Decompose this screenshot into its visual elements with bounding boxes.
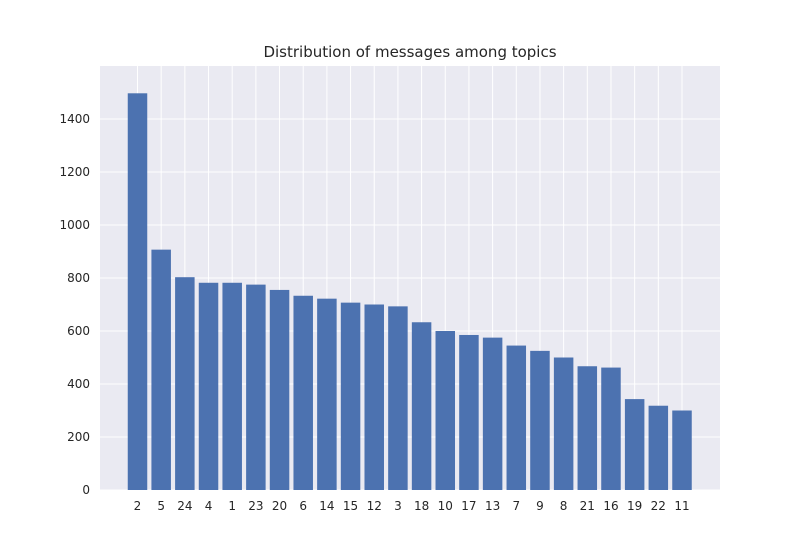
y-tick-label: 800 (67, 271, 90, 285)
bar-topic-19 (624, 399, 645, 490)
y-tick-label: 1400 (59, 112, 90, 126)
bar-topic-13 (482, 337, 503, 490)
x-tick-label: 8 (560, 499, 568, 513)
x-tick-label: 23 (248, 499, 263, 513)
bar-topic-21 (577, 366, 598, 490)
x-tick-label: 1 (228, 499, 236, 513)
x-tick-label: 6 (299, 499, 307, 513)
x-tick-label: 2 (134, 499, 142, 513)
bar-topic-16 (601, 367, 621, 490)
x-tick-label: 15 (343, 499, 358, 513)
bar-topic-2 (127, 93, 148, 491)
bar-topic-14 (317, 298, 337, 490)
chart-title: Distribution of messages among topics (263, 43, 556, 61)
x-tick-label: 16 (603, 499, 618, 513)
y-tick-label: 0 (82, 483, 90, 497)
x-tick-label: 21 (580, 499, 595, 513)
bar-topic-4 (198, 282, 219, 490)
x-tick-label: 9 (536, 499, 544, 513)
bar-topic-5 (151, 249, 171, 490)
y-tick-label: 600 (67, 324, 90, 338)
bars (127, 93, 692, 491)
x-tick-label: 12 (367, 499, 382, 513)
bar-topic-11 (672, 410, 692, 490)
x-axis-ticks: 2 5 24 4 1 23 20 6 14 15 12 3 18 10 17 13 7 9 8 21 16 19 22 11 (134, 499, 690, 513)
x-tick-label: 4 (205, 499, 213, 513)
bar-topic-1 (222, 282, 242, 490)
x-tick-label: 24 (177, 499, 192, 513)
bar-topic-8 (553, 357, 574, 490)
bar-topic-10 (435, 331, 456, 490)
bar-topic-7 (506, 345, 527, 490)
x-tick-label: 13 (485, 499, 500, 513)
bar-topic-12 (364, 304, 384, 490)
x-tick-label: 10 (438, 499, 453, 513)
y-axis-ticks: 0 200 400 600 800 1000 1200 1400 (59, 112, 90, 497)
x-tick-label: 7 (512, 499, 520, 513)
bar-topic-20 (269, 289, 290, 490)
bar-topic-3 (388, 306, 408, 490)
y-tick-label: 200 (67, 430, 90, 444)
x-tick-label: 19 (627, 499, 642, 513)
bar-topic-24 (175, 277, 195, 490)
y-tick-label: 1200 (59, 165, 90, 179)
x-tick-label: 17 (461, 499, 476, 513)
x-tick-label: 11 (674, 499, 689, 513)
x-tick-label: 20 (272, 499, 287, 513)
bar-topic-9 (530, 350, 550, 490)
y-tick-label: 400 (67, 377, 90, 391)
y-tick-label: 1000 (59, 218, 90, 232)
bar-topic-6 (293, 295, 313, 490)
x-tick-label: 14 (319, 499, 334, 513)
bar-topic-18 (411, 322, 432, 490)
bar-topic-15 (340, 302, 361, 490)
bar-topic-22 (648, 405, 669, 490)
x-tick-label: 5 (157, 499, 165, 513)
bar-topic-17 (459, 334, 479, 490)
x-tick-label: 18 (414, 499, 429, 513)
x-tick-label: 3 (394, 499, 402, 513)
bar-topic-23 (246, 284, 266, 490)
x-tick-label: 22 (651, 499, 666, 513)
